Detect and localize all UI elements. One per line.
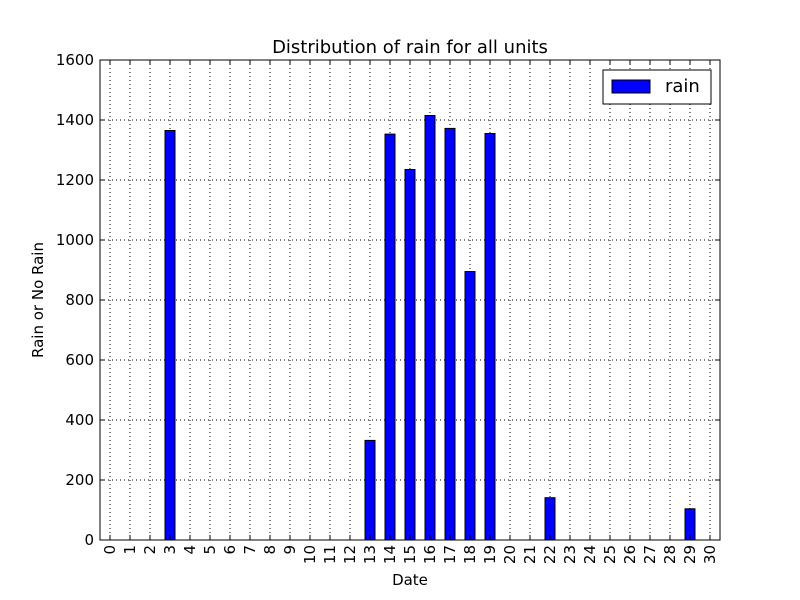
x-tick-label: 10 (301, 545, 319, 564)
x-tick-label: 30 (701, 545, 719, 564)
y-axis-label: Rain or No Rain (29, 242, 47, 358)
x-tick-label: 2 (141, 545, 159, 555)
bar-13 (364, 439, 376, 541)
bar-15 (404, 169, 416, 541)
x-tick-label: 23 (561, 545, 579, 564)
bar-14 (384, 133, 396, 541)
x-tick-label: 5 (201, 545, 219, 555)
y-tick-label: 1000 (56, 231, 94, 249)
x-tick-label: 14 (381, 545, 399, 564)
x-tick-label: 29 (681, 545, 699, 564)
bar-3 (164, 130, 176, 541)
bar-17 (444, 127, 456, 541)
x-tick-label: 6 (221, 545, 239, 555)
x-tick-label: 25 (601, 545, 619, 564)
x-tick-label: 7 (241, 545, 259, 555)
ticks (100, 59, 720, 541)
x-tick-label: 17 (441, 545, 459, 564)
y-tick-label: 1600 (56, 51, 94, 69)
x-tick-label: 4 (181, 545, 199, 555)
x-tick-label: 3 (161, 545, 179, 555)
legend-swatch-rain (611, 79, 651, 94)
y-tick-label: 1200 (56, 171, 94, 189)
x-tick-label: 26 (621, 545, 639, 564)
x-axis-label: Date (392, 571, 428, 589)
x-tick-label: 20 (501, 545, 519, 564)
legend: rain (602, 69, 712, 105)
x-tick-label: 19 (481, 545, 499, 564)
x-tick-label: 9 (281, 545, 299, 555)
bars (164, 115, 696, 541)
y-tick-label: 800 (65, 291, 94, 309)
y-tick-label: 400 (65, 411, 94, 429)
bar-19 (484, 133, 496, 541)
x-tick-label: 0 (101, 545, 119, 555)
bar-22 (544, 497, 556, 541)
y-tick-label: 0 (84, 531, 94, 549)
y-tick-label: 200 (65, 471, 94, 489)
x-tick-label: 11 (321, 545, 339, 564)
x-tick-label: 24 (581, 545, 599, 564)
x-tick-label: 16 (421, 545, 439, 564)
x-tick-label: 27 (641, 545, 659, 564)
x-tick-label: 12 (341, 545, 359, 564)
y-tick-labels: 0 200 400 600 800 1000 1200 1400 1600 (56, 51, 94, 549)
x-tick-label: 1 (121, 545, 139, 555)
x-tick-label: 18 (461, 545, 479, 564)
bar-16 (424, 115, 436, 541)
x-tick-label: 22 (541, 545, 559, 564)
y-tick-label: 600 (65, 351, 94, 369)
bar-18 (464, 271, 476, 541)
x-tick-label: 15 (401, 545, 419, 564)
x-tick-label: 28 (661, 545, 679, 564)
x-tick-label: 8 (261, 545, 279, 555)
y-tick-label: 1400 (56, 111, 94, 129)
legend-label-rain: rain (665, 76, 700, 97)
chart-title: Distribution of rain for all units (272, 37, 548, 58)
x-tick-label: 13 (361, 545, 379, 564)
x-tick-labels: 0 1 2 3 4 5 6 7 8 9 10 11 12 13 14 15 16 17 18 19 20 21 22 23 24… (101, 545, 719, 564)
x-tick-label: 21 (521, 545, 539, 564)
